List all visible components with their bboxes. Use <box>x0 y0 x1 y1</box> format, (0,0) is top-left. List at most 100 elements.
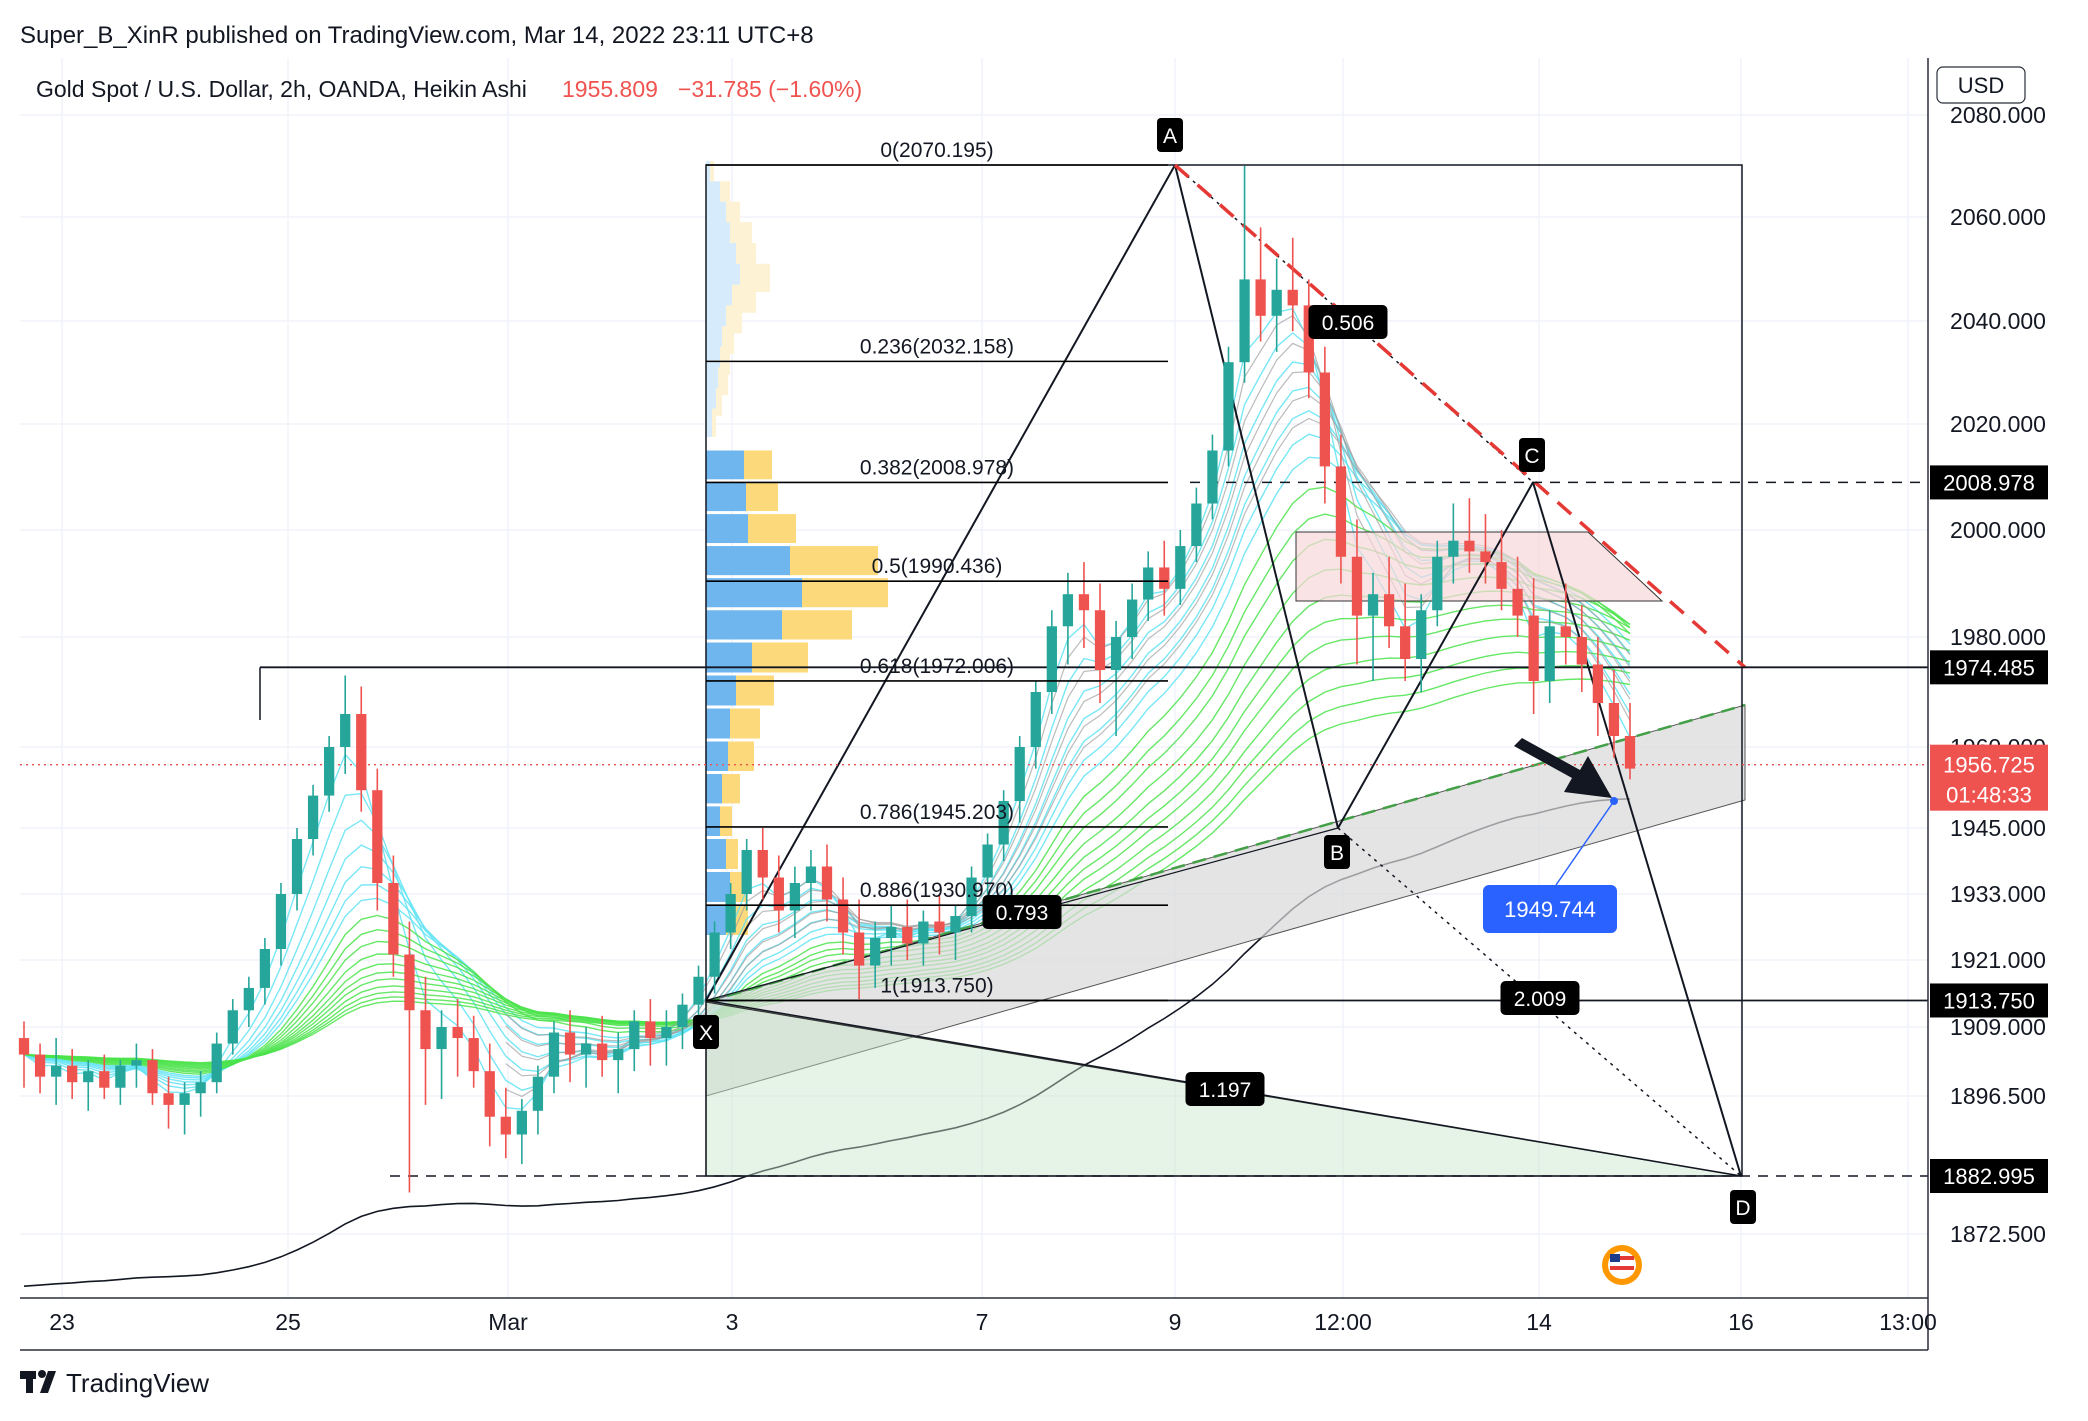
candle-body <box>950 916 961 933</box>
time-tick-label: 7 <box>976 1309 989 1335</box>
volume-profile-bar-up <box>706 905 726 935</box>
price-tick-label: 1980.000 <box>1950 624 2046 650</box>
pattern-ratio-label: 0.506 <box>1322 312 1375 335</box>
candle-body <box>1191 503 1202 547</box>
candle-body <box>741 850 752 894</box>
candle-body <box>709 932 720 977</box>
time-tick-label: 9 <box>1169 1309 1182 1335</box>
price-tag-bg <box>1930 650 2048 685</box>
price-tick-label: 1933.000 <box>1950 881 2046 907</box>
pattern-point-bg <box>1157 118 1183 152</box>
candle-body <box>661 1027 672 1039</box>
candle-body <box>1512 588 1523 616</box>
candle-body <box>275 894 287 949</box>
candle-body <box>259 949 271 988</box>
candle-body <box>1255 279 1266 316</box>
candle-body <box>564 1032 576 1055</box>
candle-body <box>420 1010 431 1050</box>
volume-profile-bar-down <box>748 514 796 544</box>
candle-body <box>372 790 383 883</box>
fib-level-label: 0.236(2032.158) <box>860 335 1014 358</box>
candle-body <box>1271 289 1282 316</box>
pattern-point-label: A <box>1163 125 1177 148</box>
time-tick-label: 16 <box>1728 1309 1754 1335</box>
candle-body <box>1110 637 1122 670</box>
candle-body <box>1624 736 1636 769</box>
candle-body <box>356 714 367 791</box>
candle-body <box>243 987 254 1011</box>
candle-body <box>99 1071 110 1088</box>
candle-body <box>1464 540 1475 552</box>
us-flag-stripe <box>1610 1256 1634 1260</box>
candle-body <box>1319 372 1330 467</box>
publisher-line: Super_B_XinR published on TradingView.co… <box>20 22 814 49</box>
price-tick-label: 1909.000 <box>1950 1014 2046 1040</box>
candle-body <box>548 1032 560 1077</box>
candle-body <box>1608 703 1620 736</box>
candle-body <box>1416 610 1427 659</box>
volume-profile-bar-up <box>706 387 716 416</box>
volume-profile-bar-down <box>730 708 760 739</box>
candle-body <box>468 1038 479 1072</box>
candle-body <box>179 1093 190 1105</box>
candle-body <box>131 1060 142 1066</box>
pattern-point-label: B <box>1330 842 1344 865</box>
volume-profile-bar-down <box>802 578 888 608</box>
candle-body <box>789 883 801 911</box>
volume-profile-bar-down <box>720 181 730 209</box>
pattern-leg <box>1337 481 1534 829</box>
pattern-point-bg <box>693 1015 719 1049</box>
price-tick-label: 1921.000 <box>1950 947 2046 973</box>
candle-body <box>1432 556 1443 611</box>
candle-body <box>966 877 977 916</box>
price-tick-label: 1896.500 <box>1950 1083 2046 1109</box>
pattern-ratio-label-bg <box>1500 981 1580 1015</box>
volume-profile-bar-up <box>706 578 802 608</box>
price-tag-bg <box>1930 744 2048 811</box>
candle-body <box>532 1076 544 1111</box>
time-tick-label: 25 <box>275 1309 301 1335</box>
candle-body <box>1143 567 1154 600</box>
candle-body <box>404 954 415 1011</box>
candle-body <box>195 1082 206 1094</box>
us-flag-stripe <box>1610 1266 1634 1270</box>
target-leader <box>1555 800 1615 886</box>
volume-profile-bar-up <box>706 741 728 771</box>
candle-body <box>67 1065 78 1083</box>
volume-profile-bar-down <box>718 367 728 396</box>
candle-body <box>1351 556 1363 616</box>
down-arrow-icon <box>1514 738 1612 798</box>
pattern-ratio-label: 2.009 <box>1514 988 1567 1011</box>
pattern-point-bg <box>1730 1190 1756 1224</box>
time-tick-label: Mar <box>488 1309 528 1335</box>
volume-profile-bar-up <box>706 450 744 480</box>
price-tick-label: 2040.000 <box>1950 308 2046 334</box>
candle-body <box>853 932 865 966</box>
fib-level-label: 0.382(2008.978) <box>860 456 1014 479</box>
volume-profile-bar-up <box>706 839 726 869</box>
pattern-ratio-label: 1.197 <box>1199 1079 1252 1102</box>
candle-body <box>484 1071 495 1117</box>
candle-body <box>886 927 897 938</box>
candle-body <box>227 1010 238 1044</box>
candle-body <box>821 866 833 900</box>
pattern-point-bg <box>1519 438 1545 472</box>
volume-profile-bar-down <box>790 546 878 576</box>
candle-body <box>83 1071 94 1083</box>
candle-body <box>436 1027 447 1050</box>
pattern-leg <box>705 164 1176 1001</box>
candle-body <box>934 921 945 933</box>
candle-body <box>982 844 993 878</box>
candle-body <box>1400 626 1411 659</box>
candle-body <box>918 921 929 944</box>
candle-body <box>307 795 319 839</box>
candle-body <box>1287 289 1298 306</box>
volume-profile-bar-up <box>706 160 710 189</box>
time-tick-label: 12:00 <box>1314 1309 1372 1335</box>
candle-body <box>1062 594 1074 627</box>
price-change: −31.785 (−1.60%) <box>678 76 862 102</box>
last-price: 1955.809 <box>562 76 658 102</box>
volume-profile-bar-down <box>746 482 778 512</box>
